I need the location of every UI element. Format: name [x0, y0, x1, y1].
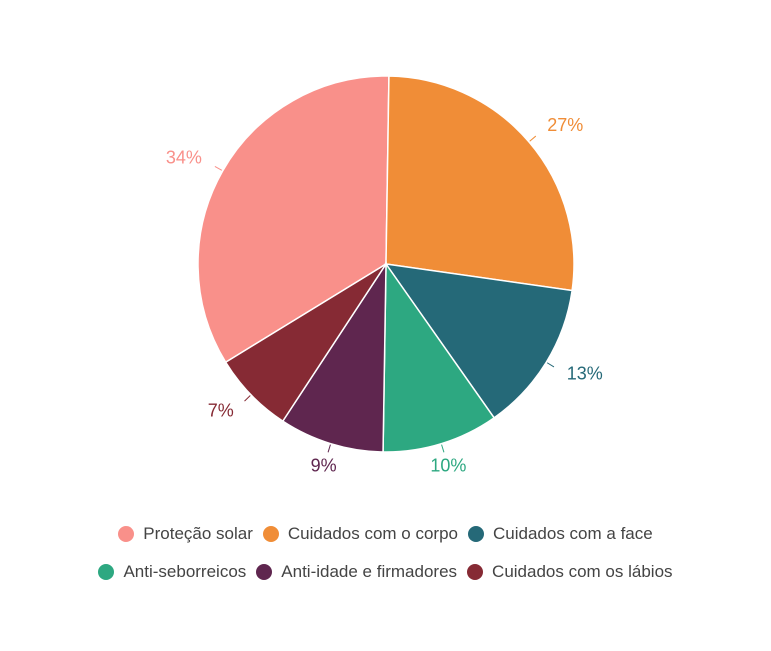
- leader-line-anti-seborreicos: [441, 444, 445, 453]
- leader-line-anti-idade-e-firmadores: [327, 444, 331, 453]
- legend-swatch-anti-idade-e-firmadores: [256, 564, 273, 580]
- legend-label-cuidados-com-o-corpo: Cuidados com o corpo: [287, 524, 458, 543]
- legend-label-anti-idade-e-firmadores: Anti-idade e firmadores: [281, 562, 458, 581]
- legend-label-protecao-solar: Proteção solar: [143, 524, 253, 543]
- legend-label-anti-seborreicos: Anti-seborreicos: [123, 562, 247, 581]
- legend-label-cuidados-com-a-face: Cuidados com a face: [493, 524, 653, 543]
- legend-item-protecao-solar[interactable]: Proteção solar: [118, 524, 253, 544]
- legend-item-anti-idade-e-firmadores[interactable]: Anti-idade e firmadores: [256, 562, 457, 582]
- data-label-cuidados-com-o-corpo: 27%: [547, 115, 583, 135]
- data-label-cuidados-com-a-face: 13%: [567, 364, 603, 384]
- data-label-protecao-solar: 34%: [166, 148, 202, 168]
- legend-item-cuidados-com-o-corpo[interactable]: Cuidados com o corpo: [262, 524, 458, 544]
- pie-chart: 34% 27% 13% 10% 9% 7%: [166, 75, 603, 475]
- pie-slice-cuidados-com-a-face[interactable]: [384, 263, 573, 419]
- pie-slice-cuidados-com-o-corpo[interactable]: [385, 75, 575, 292]
- legend-swatch-cuidados-com-o-corpo: [262, 526, 279, 542]
- legend-swatch-cuidados-com-os-labios: [467, 564, 484, 580]
- legend-swatch-cuidados-com-a-face: [468, 526, 484, 542]
- legend-item-anti-seborreicos[interactable]: Anti-seborreicos: [98, 562, 246, 582]
- legend-swatch-anti-seborreicos: [98, 564, 115, 580]
- data-label-cuidados-com-os-labios: 7%: [208, 400, 234, 420]
- data-label-anti-idade-e-firmadores: 9%: [311, 455, 337, 475]
- leader-line-cuidados-com-o-corpo: [529, 135, 537, 142]
- leader-line-protecao-solar: [214, 165, 223, 171]
- pie-slice-anti-seborreicos[interactable]: [382, 261, 496, 453]
- legend-row-1: Proteção solar Cuidados com o corpo Cuid…: [0, 524, 771, 544]
- legend-item-cuidados-com-a-face[interactable]: Cuidados com a face: [468, 524, 653, 544]
- data-label-anti-seborreicos: 10%: [430, 455, 466, 475]
- legend-label-cuidados-com-os-labios: Cuidados com os lábios: [492, 562, 673, 581]
- legend-item-cuidados-com-os-labios[interactable]: Cuidados com os lábios: [467, 562, 673, 582]
- pie-slice-anti-idade-e-firmadores[interactable]: [281, 261, 387, 453]
- legend-swatch-protecao-solar: [118, 526, 135, 542]
- leader-line-cuidados-com-a-face: [546, 362, 555, 368]
- legend-row-2: Anti-seborreicos Anti-idade e firmadores…: [0, 562, 771, 582]
- leader-line-cuidados-com-os-labios: [244, 395, 251, 402]
- pie-slice-cuidados-com-os-labios[interactable]: [224, 263, 387, 423]
